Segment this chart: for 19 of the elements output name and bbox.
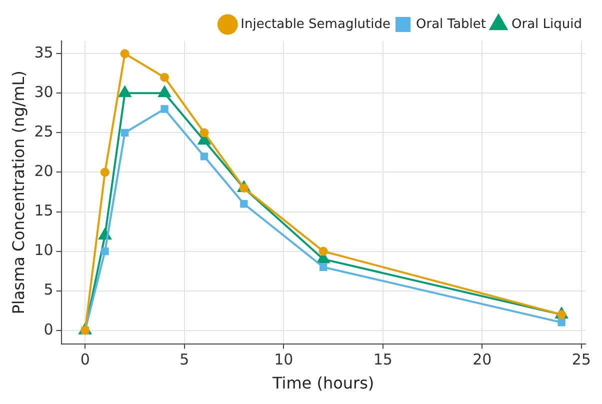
legend-label: Oral Tablet xyxy=(416,16,486,32)
y-axis-title: Plasma Concentration (ng/mL) xyxy=(8,70,28,314)
x-axis-title: Time (hours) xyxy=(271,374,374,393)
y-tick-label: 20 xyxy=(34,162,54,180)
x-tick-label: 25 xyxy=(572,350,591,369)
y-tick-label: 0 xyxy=(44,320,54,338)
y-tick-label: 35 xyxy=(34,44,54,62)
y-tick-label: 30 xyxy=(34,83,54,102)
legend-label: Oral Liquid xyxy=(512,16,582,32)
y-tick-label: 25 xyxy=(34,122,54,141)
legend-label: Injectable Semaglutide xyxy=(240,16,391,32)
x-tick-label: 15 xyxy=(373,350,392,369)
x-tick-label: 5 xyxy=(180,350,190,369)
x-tick-label: 10 xyxy=(274,350,294,369)
y-tick-label: 5 xyxy=(44,280,54,299)
x-tick-label: 0 xyxy=(80,350,90,369)
y-tick-label: 10 xyxy=(34,241,54,260)
y-tick-label: 15 xyxy=(34,202,54,220)
x-tick-label: 20 xyxy=(472,350,492,369)
